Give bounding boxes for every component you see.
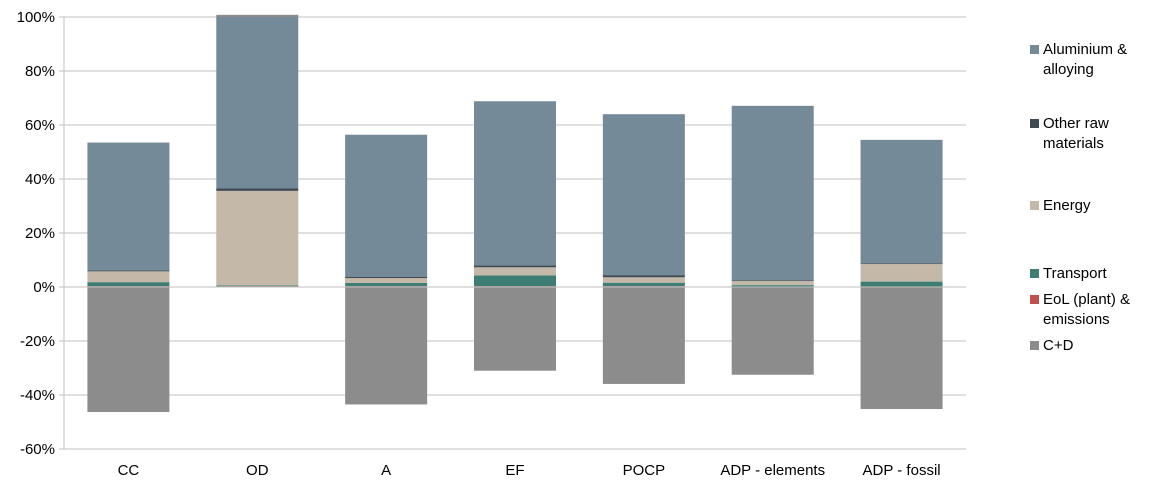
y-axis: -60% -40% -20% 0% 20% 40% 60% 80% 100% bbox=[17, 9, 65, 458]
bar-segment-c-d-ef bbox=[474, 287, 556, 371]
legend-label-line: C+D bbox=[1043, 337, 1074, 354]
bar-segment-transport-adp-fossil bbox=[860, 281, 943, 287]
bar-segment-transport-cc bbox=[87, 282, 170, 287]
x-tick-label: CC bbox=[118, 462, 140, 479]
y-tick-label: 100% bbox=[17, 9, 55, 26]
bar-segment-aluminium-alloying-adp-elements bbox=[731, 105, 814, 281]
bar-segment-c-d-cc bbox=[87, 287, 170, 413]
y-tick-label: 20% bbox=[25, 225, 55, 242]
y-tick-label: 60% bbox=[25, 117, 55, 134]
bar-segment-other-raw-materials-ef bbox=[474, 265, 556, 268]
x-tick-label: A bbox=[381, 462, 391, 479]
x-tick-label: POCP bbox=[623, 462, 666, 479]
bar-segment-aluminium-alloying-a bbox=[345, 134, 428, 278]
legend-item-c-d: C+D bbox=[1030, 336, 1152, 356]
x-tick-label: ADP - fossil bbox=[863, 462, 941, 479]
bar-segment-other-raw-materials-cc bbox=[87, 270, 170, 272]
bar-segment-other-raw-materials-adp-elements bbox=[731, 280, 814, 282]
bar-segment-other-raw-materials-pocp bbox=[602, 275, 685, 278]
bar-segment-other-raw-materials-adp-fossil bbox=[860, 263, 943, 265]
y-tick-label: -60% bbox=[20, 441, 55, 458]
bar-segment-aluminium-alloying-pocp bbox=[602, 114, 685, 276]
x-axis: CC OD A EF POCP ADP - elements ADP - fossil bbox=[64, 286, 966, 479]
legend-label-line: Other raw bbox=[1043, 115, 1109, 132]
bar-segment-aluminium-alloying-adp-fossil bbox=[860, 139, 943, 264]
bar-segment-c-d-pocp bbox=[602, 287, 685, 384]
legend-item-aluminium-alloying: Aluminium & alloying bbox=[1030, 40, 1152, 80]
bar-segment-transport-od bbox=[216, 285, 299, 287]
legend-swatch bbox=[1030, 295, 1039, 304]
legend-swatch bbox=[1030, 45, 1039, 54]
bar-segment-transport-adp-elements bbox=[731, 285, 814, 287]
legend-swatch bbox=[1030, 119, 1039, 128]
bar-segment-c-d-od bbox=[216, 14, 299, 17]
y-tick-label: 0% bbox=[33, 279, 55, 296]
y-tick-label: -40% bbox=[20, 387, 55, 404]
bar-segment-transport-pocp bbox=[602, 282, 685, 287]
legend-label-line: Aluminium & bbox=[1043, 41, 1128, 58]
legend-label-line: Energy bbox=[1043, 197, 1091, 214]
legend-label-line: alloying bbox=[1043, 61, 1094, 78]
bar-segment-transport-ef bbox=[474, 275, 556, 287]
bar-segment-aluminium-alloying-od bbox=[216, 17, 299, 189]
legend-item-eol-emissions: EoL (plant) & emissions bbox=[1030, 290, 1152, 330]
legend-swatch bbox=[1030, 341, 1039, 350]
bar-segment-transport-a bbox=[345, 282, 428, 287]
y-tick-label: 40% bbox=[25, 171, 55, 188]
x-tick-label: OD bbox=[246, 462, 269, 479]
bar-segment-c-d-adp-fossil bbox=[860, 287, 943, 410]
legend-item-other-raw-materials: Other raw materials bbox=[1030, 114, 1152, 154]
bar-segment-energy-od bbox=[216, 190, 299, 286]
bar-segment-aluminium-alloying-ef bbox=[474, 101, 556, 266]
bar-segment-c-d-adp-elements bbox=[731, 287, 814, 375]
bar-segment-energy-adp-elements bbox=[731, 281, 814, 286]
bar-segment-energy-ef bbox=[474, 267, 556, 276]
legend-item-transport: Transport bbox=[1030, 264, 1152, 284]
legend-swatch bbox=[1030, 201, 1039, 210]
legend-label-line: EoL (plant) & bbox=[1043, 291, 1130, 308]
bar-segment-other-raw-materials-a bbox=[345, 277, 428, 279]
bar-segment-aluminium-alloying-cc bbox=[87, 142, 170, 271]
legend-item-energy: Energy bbox=[1030, 196, 1152, 216]
bar-segment-energy-cc bbox=[87, 271, 170, 283]
legend-label-line: Transport bbox=[1043, 265, 1107, 282]
legend-label-line: materials bbox=[1043, 135, 1104, 152]
x-tick-label: ADP - elements bbox=[720, 462, 825, 479]
y-tick-label: -20% bbox=[20, 333, 55, 350]
bar-segment-energy-a bbox=[345, 278, 428, 283]
legend: Aluminium & alloying Other raw materials E… bbox=[1030, 40, 1152, 354]
x-tick-label: EF bbox=[505, 462, 524, 479]
bars bbox=[87, 14, 943, 413]
legend-swatch bbox=[1030, 269, 1039, 278]
bar-segment-other-raw-materials-od bbox=[216, 188, 299, 191]
y-tick-label: 80% bbox=[25, 63, 55, 80]
legend-label-line: emissions bbox=[1043, 311, 1110, 328]
bar-segment-energy-pocp bbox=[602, 277, 685, 283]
bar-segment-c-d-a bbox=[345, 287, 428, 405]
bar-segment-energy-adp-fossil bbox=[860, 264, 943, 282]
